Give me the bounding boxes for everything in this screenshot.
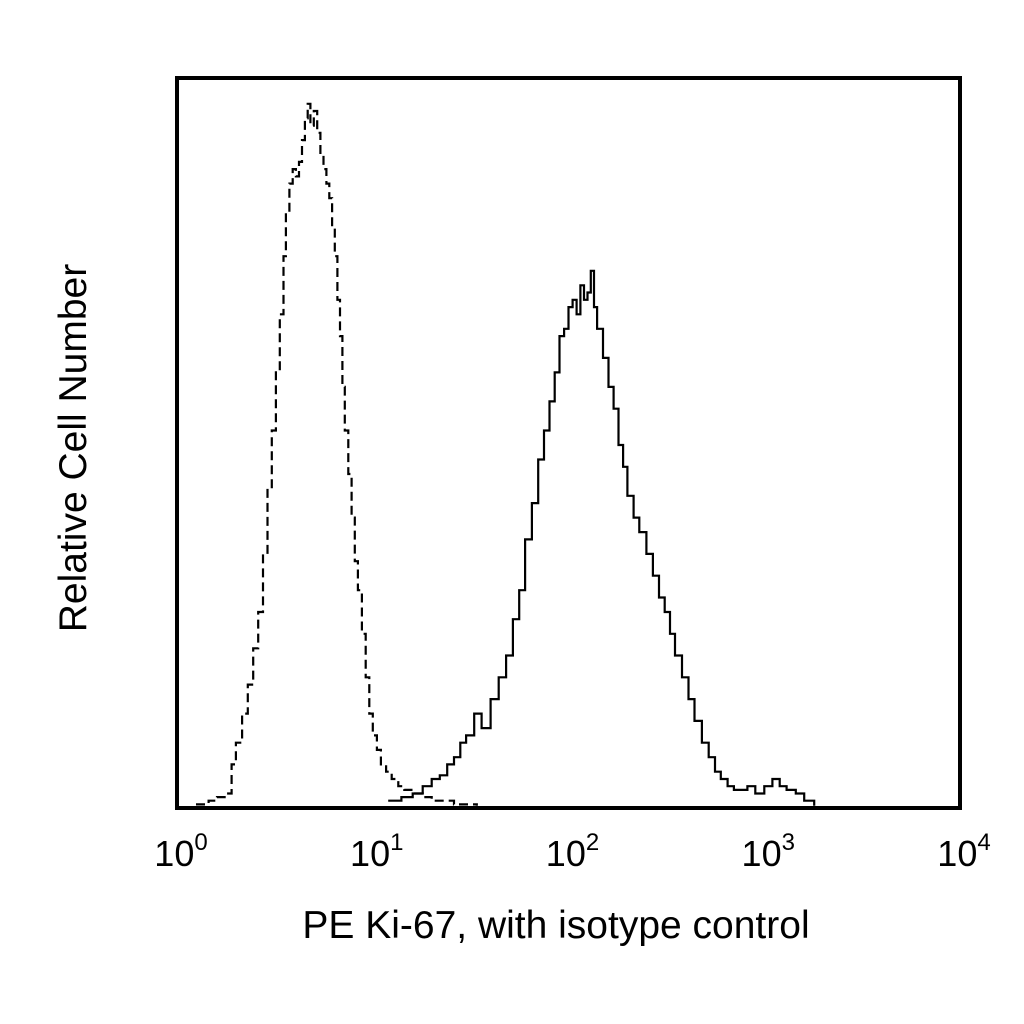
series-layer	[196, 102, 816, 806]
y-axis-label: Relative Cell Number	[52, 264, 95, 632]
plot-frame	[175, 76, 962, 810]
x-tick-label: 101	[350, 829, 403, 874]
x-tick-label: 104	[937, 829, 990, 874]
x-axis-label: PE Ki-67, with isotype control	[302, 904, 809, 947]
x-tick-labels: 100 101 102 103 104	[154, 829, 990, 874]
ki67-series-line	[388, 269, 816, 806]
x-tick-label: 102	[546, 829, 599, 874]
x-tick-label: 103	[742, 829, 795, 874]
isotype-control-series-line	[196, 102, 478, 806]
x-tick-label: 100	[154, 829, 207, 874]
